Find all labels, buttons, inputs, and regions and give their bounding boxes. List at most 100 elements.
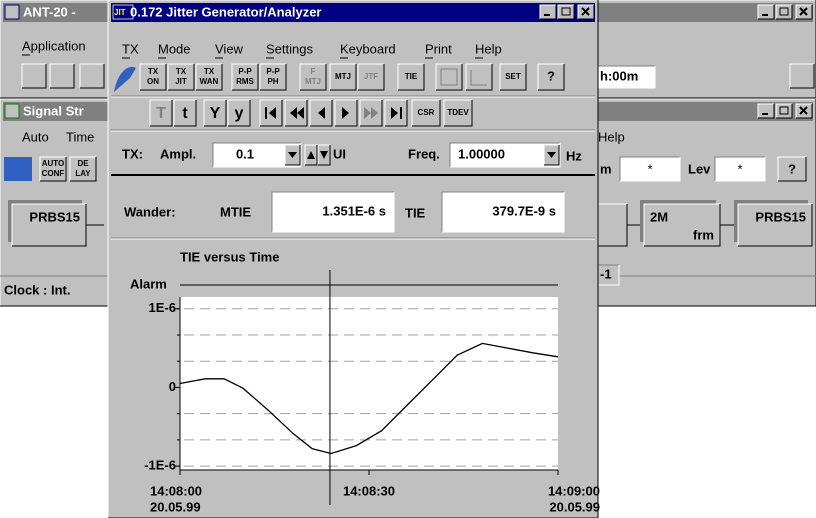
field-sh [620,157,681,182]
toolbar-button[interactable] [140,64,166,90]
button-label: ON [147,77,159,86]
toolbar-button[interactable] [500,64,526,90]
window-max-button-sh [776,104,793,119]
toolbar-button[interactable] [150,100,172,126]
title-bar [111,3,595,22]
toolbar-button-hl [537,63,564,90]
toolbar-button[interactable] [70,157,96,181]
menu-item[interactable]: Time [66,129,94,144]
window-max-button[interactable] [776,104,792,118]
help-button[interactable] [778,157,806,181]
toolbar-button-hl [231,63,258,90]
block[interactable] [12,204,86,246]
ampl-dropdown-sh [213,143,302,168]
button-label: ? [547,68,555,83]
toolbar-button-sh [40,157,67,182]
glyph [779,106,789,115]
field-sh [715,157,766,182]
window-min-button-hl [757,103,774,118]
button-label: t [182,105,188,122]
window-max-button-sh [558,5,575,20]
toolbar-button[interactable] [538,64,564,90]
menu-item[interactable]: Auto [22,129,49,144]
app-logo [114,66,136,92]
chart-title: TIE versus Time [180,249,279,264]
tie-label: TIE [405,205,426,220]
nav-button-hl [284,99,307,126]
nav-button-hl [309,99,332,126]
spin-button-hl [317,144,330,165]
toolbar-button-hl [357,63,384,90]
window-min-button[interactable] [758,5,774,19]
x-tick-label: 14:08:00 [150,483,202,498]
ampl-dropdown-hl [212,142,301,167]
block[interactable] [644,204,720,246]
toolbar-button-sh [70,157,97,182]
toolbar-button[interactable] [204,100,226,126]
toolbar-button-sh [204,100,227,127]
toolbar-button[interactable] [50,64,74,88]
menu-item[interactable]: Print [425,41,452,56]
menu-item[interactable]: TX [122,41,139,56]
toolbar-button[interactable] [80,64,104,88]
toolbar-button[interactable] [228,100,250,126]
ampl-label: Ampl. [160,146,196,161]
toolbar-button[interactable] [232,64,258,90]
menu-item[interactable]: Help [598,129,625,144]
toolbar-button[interactable] [466,64,492,90]
spin-button-sh [318,145,331,166]
window-min-button[interactable] [758,104,774,118]
menu-item[interactable]: Application [22,38,86,53]
window-min-button[interactable] [540,5,556,19]
toolbar-button[interactable] [196,64,222,90]
wander-label: Wander: [124,204,176,219]
button-label: TIE [405,72,418,81]
toolbar-button[interactable] [412,100,440,126]
block[interactable] [738,204,812,246]
menu-item[interactable]: View [215,41,244,56]
window-max-button-hl [775,103,792,118]
window-max-button[interactable] [776,5,792,19]
nav-button-sh [285,100,308,127]
freq-value: 1.00000 [458,146,505,161]
glyph [265,107,267,119]
menu-item[interactable]: Keyboard [340,41,396,56]
toolbar-button[interactable] [436,64,462,90]
toolbar-button[interactable] [22,64,46,88]
mtie-label: MTIE [220,204,251,219]
toolbar-button[interactable] [398,64,424,90]
lock-button[interactable] [790,64,814,88]
toolbar-button-hl [443,99,472,126]
button-label: WAN [200,77,219,86]
toolbar-button-hl [259,63,286,90]
button-label: MTJ [335,72,351,81]
toolbar-button-hl [149,99,172,126]
toolbar-button[interactable] [168,64,194,90]
toolbar-button-hl [79,63,104,88]
toolbar-button[interactable] [444,100,472,126]
toolbar-button[interactable] [40,157,66,181]
toolbar-button[interactable] [330,64,356,90]
lock-button-hl [789,63,814,88]
mtie-value: 1.351E-6 s [322,203,386,218]
window-max-button-sh [776,5,793,20]
menu-item[interactable]: Help [475,41,502,56]
button-label: F [311,67,316,76]
toolbar-button[interactable] [358,64,384,90]
toolbar-button[interactable] [300,64,326,90]
window-min-button-hl [539,4,556,19]
button-label: P-P [266,67,280,76]
menu-item[interactable]: Mode [158,41,191,56]
toolbar-button-sh [330,64,357,91]
menu-item[interactable]: Settings [266,41,313,56]
window-max-button[interactable] [558,5,574,19]
dialog-window-hl [107,0,598,518]
freq-dropdown-hl [449,142,560,167]
toolbar-button-hl [21,63,46,88]
dropdown-arrow-sh [285,145,301,166]
dropdown-arrow-hl [284,144,300,165]
toolbar-button[interactable] [260,64,286,90]
toolbar-button[interactable] [174,100,196,126]
glyph [779,7,789,16]
freq-dropdown[interactable] [450,143,560,167]
